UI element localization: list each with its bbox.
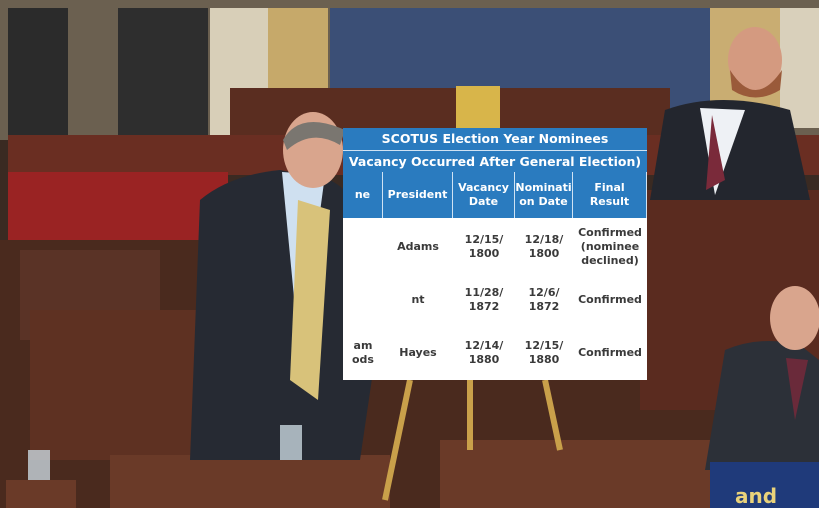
poster: SCOTUS Election Year Nominees Vacancy Oc…	[343, 128, 647, 380]
table-cell: Confirmed	[573, 275, 647, 325]
table-cell: 11/28/ 1872	[453, 275, 515, 325]
screenshot: SCOTUS Election Year Nominees Vacancy Oc…	[0, 0, 819, 508]
table-cell: Confirmed	[573, 325, 647, 380]
table-cell: 12/18/ 1800	[515, 218, 573, 275]
sign: and	[735, 484, 777, 508]
table-header: President	[383, 172, 453, 218]
table-header: Nominati on Date	[515, 172, 573, 218]
table-cell: 12/15/ 1880	[515, 325, 573, 380]
table-header: ne	[343, 172, 383, 218]
table-cell: Adams	[383, 218, 453, 275]
table-cell	[343, 218, 383, 275]
table-cell: 12/15/ 1800	[453, 218, 515, 275]
table-cell: Hayes	[383, 325, 453, 380]
poster-subtitle: Vacancy Occurred After General Election)	[343, 150, 647, 173]
table-cell: am ods	[343, 325, 383, 380]
table-cell: 12/6/ 1872	[515, 275, 573, 325]
table-cell: nt	[383, 275, 453, 325]
table-header: Vacancy Date	[453, 172, 515, 218]
poster-title: SCOTUS Election Year Nominees	[343, 128, 647, 150]
table-cell: 12/14/ 1880	[453, 325, 515, 380]
table-header: Final Result	[573, 172, 647, 218]
table-cell	[343, 275, 383, 325]
table-cell: Confirmed (nominee declined)	[573, 218, 647, 275]
